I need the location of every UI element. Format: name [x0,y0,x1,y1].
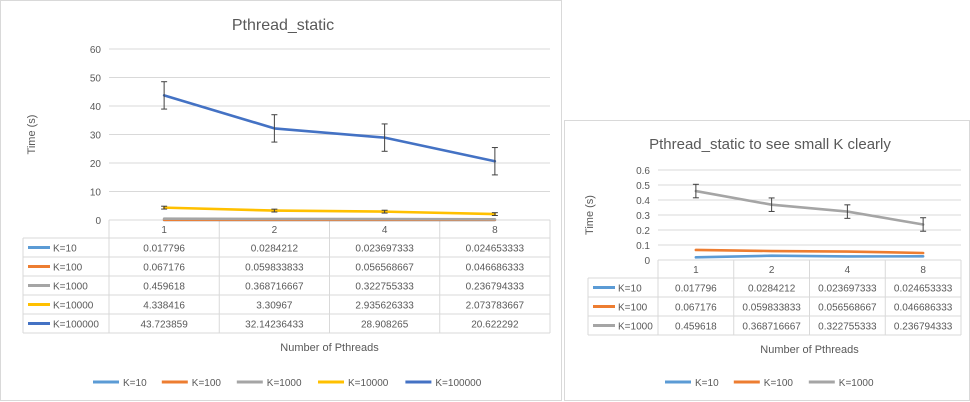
table-cell-value: 20.622292 [471,320,519,331]
y-tick-label: 0.5 [636,181,650,192]
table-cell-value: 0.024653333 [466,244,525,255]
y-tick-label: 0.2 [636,226,650,237]
table-cell-value: 0.0284212 [251,244,299,255]
table-cell-value: 0.368716667 [245,282,304,293]
table-cell-value: 0.056568667 [818,303,877,314]
legend-entry: K=1000 [267,378,302,389]
chart-title: Pthread_static [232,17,334,34]
chart-title: Pthread_static to see small K clearly [649,136,891,153]
y-tick-label: 60 [90,45,102,56]
table-cell-value: 0.024653333 [894,284,953,295]
table-cell-value: 0.236794333 [466,282,525,293]
table-cell-value: 0.236794333 [894,322,953,333]
y-tick-label: 10 [90,188,102,199]
table-cell-value: 0.023697333 [818,284,877,295]
table-cell-value: 0.322755333 [818,322,877,333]
legend-entry: K=100000 [435,378,481,389]
table-cell-value: 28.908265 [361,320,409,331]
y-tick-label: 0.1 [636,241,650,252]
y-tick-label: 0 [644,256,650,267]
y-tick-label: 30 [90,131,102,142]
table-series-name: K=1000 [53,282,88,293]
y-tick-label: 0.3 [636,211,650,222]
y-axis-title: Time (s) [584,195,596,235]
chart-svg-main: Pthread_static Time (s) 0 10 20 30 40 50 60 1 2 4 8 K… [1,1,563,402]
chart-panel-pthread-static: Pthread_static Time (s) 0 10 20 30 40 50 60 1 2 4 8 K… [0,0,562,401]
chart-panel-small-k: Pthread_static to see small K clearly Tim… [564,120,970,401]
x-axis-title: Number of Pthreads [760,344,859,356]
x-tick-label: 8 [920,265,926,276]
x-axis-title: Number of Pthreads [280,342,379,354]
table-cell-value: 0.459618 [675,322,717,333]
table-cell-value: 0.046686333 [894,303,953,314]
table-cell-value: 0.067176 [143,263,185,274]
x-tick-label: 4 [382,225,388,236]
table-cell-value: 2.073783667 [466,301,525,312]
table-series-name: K=100 [53,263,83,274]
table-cell-value: 0.023697333 [355,244,414,255]
legend-entry: K=10 [123,378,147,389]
x-tick-label: 2 [272,225,278,236]
y-tick-label: 0.4 [636,196,650,207]
table-cell-value: 0.059833833 [245,263,304,274]
series-line [696,256,923,258]
chart-svg-small-k: Pthread_static to see small K clearly Tim… [565,121,970,402]
table-cell-value: 0.059833833 [742,303,801,314]
table-cell-value: 0.056568667 [355,263,414,274]
table-cell-value: 43.723859 [140,320,188,331]
table-series-name: K=100 [618,303,648,314]
legend-entry: K=10000 [348,378,389,389]
x-tick-label: 1 [161,225,167,236]
y-tick-label: 40 [90,102,102,113]
table-series-name: K=10 [618,284,642,295]
y-tick-label: 20 [90,159,102,170]
y-axis-title: Time (s) [26,115,38,155]
table-cell-value: 0.017796 [675,284,717,295]
legend-entry: K=10 [695,378,719,389]
table-series-name: K=10 [53,244,77,255]
legend-entry: K=100 [192,378,222,389]
series-line [164,208,495,214]
x-tick-label: 2 [769,265,775,276]
table-series-name: K=1000 [618,322,653,333]
series-line [696,191,923,224]
table-cell-value: 0.459618 [143,282,185,293]
table-cell-value: 4.338416 [143,301,185,312]
series-line [696,250,923,253]
table-cell-value: 0.0284212 [748,284,796,295]
legend-entry: K=100 [764,378,794,389]
table-cell-value: 0.067176 [675,303,717,314]
table-cell-value: 32.14236433 [245,320,304,331]
legend-entry: K=1000 [839,378,874,389]
table-series-name: K=100000 [53,320,99,331]
table-cell-value: 0.046686333 [466,263,525,274]
table-cell-value: 0.368716667 [742,322,801,333]
table-cell-value: 0.322755333 [355,282,414,293]
table-cell-value: 2.935626333 [355,301,414,312]
y-tick-label: 50 [90,74,102,85]
x-tick-label: 4 [845,265,851,276]
y-tick-label: 0.6 [636,166,650,177]
series-line [164,95,495,161]
x-tick-label: 8 [492,225,498,236]
table-cell-value: 3.30967 [256,301,293,312]
table-cell-value: 0.017796 [143,244,185,255]
series-line [164,219,495,220]
table-series-name: K=10000 [53,301,94,312]
x-tick-label: 1 [693,265,699,276]
y-tick-label: 0 [95,216,101,227]
